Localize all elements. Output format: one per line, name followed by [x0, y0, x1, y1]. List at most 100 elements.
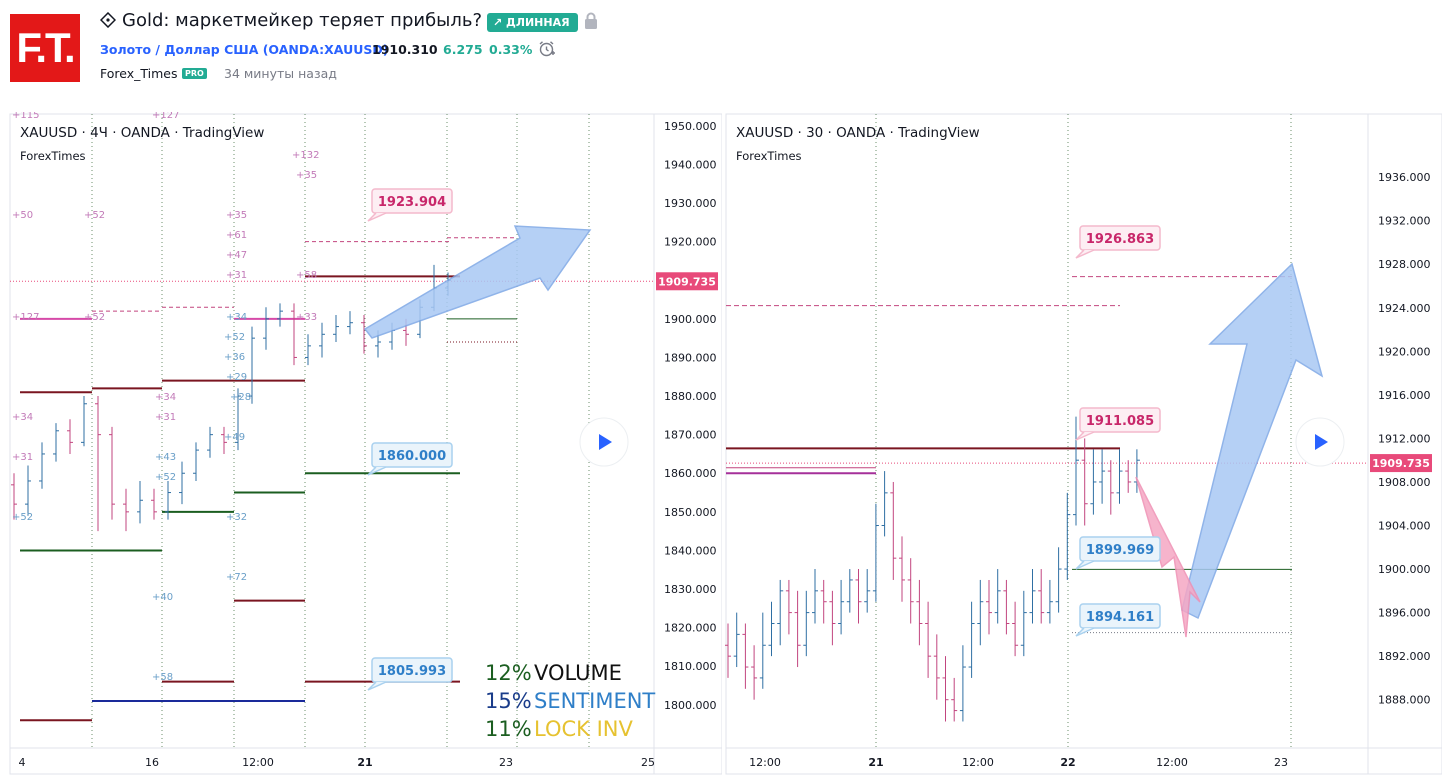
price-callout: 1926.863: [1075, 225, 1161, 259]
y-tick-label: 1950.000: [664, 120, 717, 133]
candle: [751, 645, 758, 700]
candle: [1099, 449, 1106, 504]
callout-value: 1860.000: [378, 449, 446, 464]
volume-mark: +52: [84, 210, 105, 221]
candle: [193, 442, 199, 481]
candle: [838, 579, 845, 635]
play-button[interactable]: [579, 417, 629, 467]
candle: [1046, 579, 1053, 624]
candle: [977, 579, 984, 646]
volume-mark: +35: [296, 170, 317, 181]
price-change: 6.275: [443, 42, 483, 57]
play-button[interactable]: [1295, 417, 1345, 467]
x-tick-label: 23: [499, 756, 513, 769]
price-callout: 1894.161: [1075, 603, 1161, 637]
symbol-link[interactable]: Золото / Доллар США (OANDA:XAUUSD): [100, 42, 389, 57]
price-callout: 1805.993: [367, 657, 453, 691]
stat-percent: 11%: [485, 717, 532, 741]
candle: [725, 623, 731, 678]
volume-mark: +72: [226, 572, 247, 583]
candle: [53, 423, 59, 462]
callout-box: [1079, 536, 1161, 562]
candle: [733, 612, 740, 668]
y-tick-label: 1888.000: [1378, 694, 1431, 707]
price-change-percent: 0.33%: [489, 42, 533, 57]
candle: [994, 569, 1001, 624]
candle: [759, 612, 766, 689]
candle: [263, 307, 269, 350]
volume-mark: +32: [226, 512, 247, 523]
callout-pointer: [1075, 560, 1095, 570]
volume-mark: +52: [84, 312, 105, 323]
volume-mark: +47: [226, 250, 247, 261]
candle: [768, 601, 775, 657]
candle: [1116, 449, 1123, 504]
y-tick-label: 1916.000: [1378, 389, 1431, 402]
candle: [39, 442, 45, 489]
candle: [1029, 569, 1036, 624]
candle: [777, 579, 784, 646]
candle: [1090, 449, 1097, 515]
y-tick-label: 1880.000: [664, 390, 717, 403]
alarm-clock-icon[interactable]: [538, 40, 556, 58]
chart-30m[interactable]: 1936.000 1932.000 1928.000 1924.000 1920.000…: [722, 112, 1442, 776]
y-tick-label: 1908.000: [1378, 476, 1431, 489]
volume-mark: +31: [12, 452, 33, 463]
volume-mark: +33: [296, 312, 317, 323]
candle: [907, 558, 914, 624]
y-tick-label: 1870.000: [664, 429, 717, 442]
chart-4h[interactable]: 1950.0001940.0001930.0001920.0001910.000…: [0, 112, 722, 776]
forecast-arrow: [1181, 262, 1324, 620]
candle: [277, 303, 283, 327]
price-callout: 1860.000: [367, 442, 453, 476]
volume-mark: +52: [155, 472, 176, 483]
candle: [820, 579, 827, 624]
stat-percent: 15%: [485, 689, 532, 713]
candle: [165, 480, 171, 520]
y-tick-label: 1850.000: [664, 506, 717, 519]
volume-mark: +115: [12, 112, 39, 121]
candle: [235, 388, 241, 451]
candle: [1003, 579, 1010, 635]
volume-mark: +127: [152, 112, 179, 121]
volume-mark: +61: [226, 230, 247, 241]
author-name[interactable]: Forex_Times: [100, 66, 178, 81]
y-tick-label: 1860.000: [664, 467, 717, 480]
candle: [742, 623, 749, 689]
candle: [803, 590, 810, 657]
callout-value: 1911.085: [1086, 414, 1154, 429]
y-tick-label: 1932.000: [1378, 215, 1431, 228]
candle: [361, 314, 367, 354]
candle: [1055, 547, 1062, 613]
candle: [333, 314, 339, 343]
x-tick-label: 22: [1060, 756, 1075, 769]
volume-mark: +34: [12, 412, 33, 423]
volume-mark: +52: [12, 512, 33, 523]
callout-value: 1923.904: [378, 195, 446, 210]
y-tick-label: 1890.000: [664, 351, 717, 364]
candle: [951, 677, 958, 722]
volume-mark: +36: [224, 352, 245, 363]
candle: [899, 536, 905, 602]
candle: [881, 471, 888, 537]
y-tick-label: 1912.000: [1378, 432, 1431, 445]
badge-text: ДЛИННАЯ: [506, 16, 570, 29]
y-tick-label: 1936.000: [1378, 171, 1431, 184]
y-tick-label: 1820.000: [664, 622, 717, 635]
candle: [829, 590, 836, 646]
candle: [785, 579, 792, 635]
candle: [11, 473, 17, 520]
volume-mark: +52: [224, 332, 245, 343]
candle: [1073, 416, 1079, 526]
chart-sublegend: ForexTimes: [20, 149, 86, 163]
candle: [137, 480, 143, 524]
y-tick-label: 1940.000: [664, 158, 717, 171]
candle: [67, 419, 73, 454]
play-icon: [1315, 434, 1328, 450]
x-tick-label: 16: [145, 756, 159, 769]
callout-value: 1926.863: [1086, 232, 1154, 247]
candle: [81, 396, 87, 447]
candle: [221, 426, 227, 454]
volume-mark: +49: [224, 432, 245, 443]
y-tick-label: 1928.000: [1378, 258, 1431, 271]
